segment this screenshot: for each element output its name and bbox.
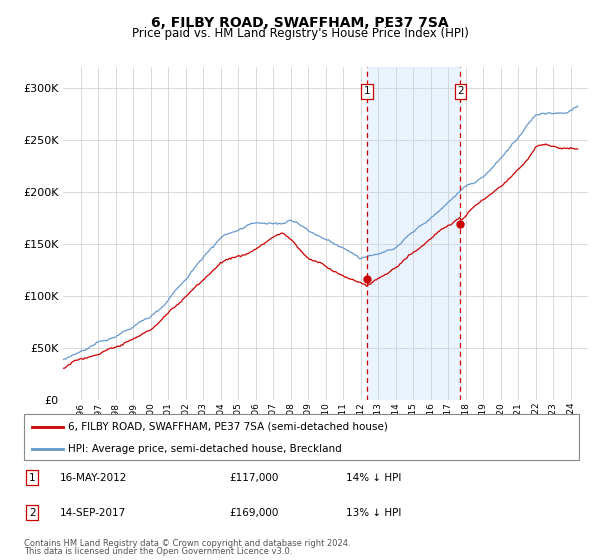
Text: 1: 1 <box>364 86 370 96</box>
Text: This data is licensed under the Open Government Licence v3.0.: This data is licensed under the Open Gov… <box>24 547 292 556</box>
Text: 14-SEP-2017: 14-SEP-2017 <box>60 508 127 517</box>
Text: 2: 2 <box>457 86 464 96</box>
Text: 16-MAY-2012: 16-MAY-2012 <box>60 473 127 483</box>
Text: HPI: Average price, semi-detached house, Breckland: HPI: Average price, semi-detached house,… <box>68 444 342 454</box>
Text: Contains HM Land Registry data © Crown copyright and database right 2024.: Contains HM Land Registry data © Crown c… <box>24 539 350 548</box>
Text: £169,000: £169,000 <box>229 508 279 517</box>
Text: £117,000: £117,000 <box>229 473 279 483</box>
Text: Price paid vs. HM Land Registry's House Price Index (HPI): Price paid vs. HM Land Registry's House … <box>131 27 469 40</box>
Text: 2: 2 <box>29 508 35 517</box>
Text: 13% ↓ HPI: 13% ↓ HPI <box>346 508 401 517</box>
Text: 1: 1 <box>29 473 35 483</box>
Text: 14% ↓ HPI: 14% ↓ HPI <box>346 473 401 483</box>
Text: 6, FILBY ROAD, SWAFFHAM, PE37 7SA: 6, FILBY ROAD, SWAFFHAM, PE37 7SA <box>151 16 449 30</box>
FancyBboxPatch shape <box>24 414 579 460</box>
Text: 6, FILBY ROAD, SWAFFHAM, PE37 7SA (semi-detached house): 6, FILBY ROAD, SWAFFHAM, PE37 7SA (semi-… <box>68 422 388 432</box>
Bar <box>367 67 460 400</box>
